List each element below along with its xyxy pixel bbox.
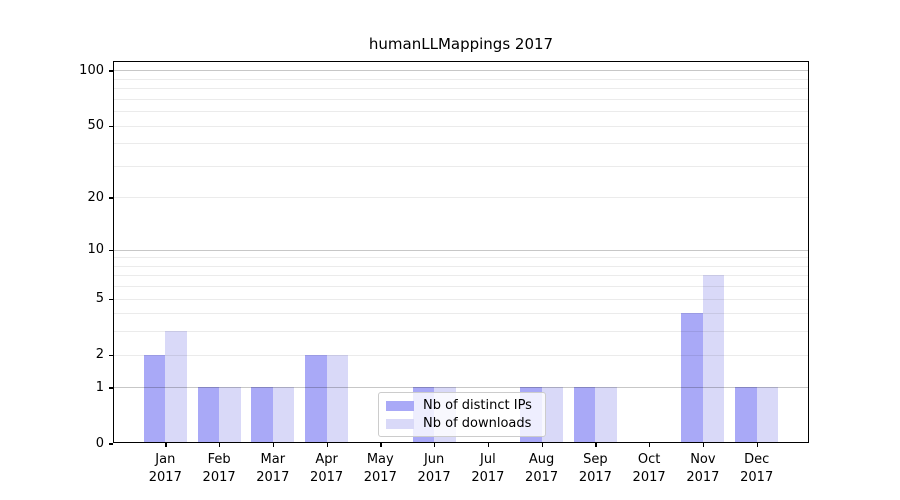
x-tick-mark <box>595 443 597 448</box>
y-tick-mark <box>109 443 113 445</box>
legend-swatch-distinct-ips <box>386 400 414 411</box>
gridline-minor <box>113 197 809 199</box>
gridline-minor <box>113 165 809 167</box>
x-tick-mark <box>380 443 382 448</box>
legend-label-downloads: Nb of downloads <box>423 416 532 431</box>
bar-nb-of-downloads-feb <box>219 387 241 444</box>
gridline-minor <box>113 275 809 277</box>
legend-label-distinct-ips: Nb of distinct IPs <box>423 398 532 413</box>
legend-item-downloads: Nb of downloads <box>386 416 538 431</box>
legend-item-distinct-ips: Nb of distinct IPs <box>386 398 538 413</box>
x-tick-label-sep: Sep 2017 <box>578 452 612 485</box>
bar-nb-of-downloads-aug <box>541 387 564 444</box>
x-tick-label-oct: Oct 2017 <box>632 452 666 485</box>
gridline-minor <box>113 78 809 80</box>
gridline-minor <box>113 265 809 267</box>
bar-nb-of-distinct-ips-jan <box>143 354 166 444</box>
gridline-minor <box>113 354 809 356</box>
bar-nb-of-downloads-jan <box>165 331 187 444</box>
gridline-minor <box>113 313 809 315</box>
x-tick-mark <box>272 443 275 448</box>
x-tick-label-jan: Jan 2017 <box>148 452 182 485</box>
bar-nb-of-downloads-mar <box>272 387 295 444</box>
y-tick-mark <box>109 197 113 199</box>
gridline-minor <box>113 125 809 127</box>
gridline-major <box>113 387 809 389</box>
x-tick-label-feb: Feb 2017 <box>202 452 236 485</box>
y-tick-mark <box>109 298 113 300</box>
y-tick-mark <box>109 125 113 127</box>
gridline-minor <box>113 286 809 288</box>
bar-nb-of-distinct-ips-dec <box>735 387 757 444</box>
gridline-minor <box>113 298 809 300</box>
y-tick-mark <box>109 387 113 389</box>
y-tick-mark <box>109 70 113 72</box>
y-tick-mark <box>109 354 113 356</box>
y-tick-label: 100 <box>79 62 104 78</box>
bar-nb-of-downloads-nov <box>702 275 725 444</box>
y-tick-label: 5 <box>95 291 104 306</box>
x-tick-label-jul: Jul 2017 <box>471 452 505 485</box>
gridline-minor <box>113 331 809 333</box>
gridline-major <box>113 249 809 251</box>
y-tick-label: 1 <box>95 379 104 395</box>
bar-nb-of-downloads-dec <box>756 387 779 444</box>
x-tick-mark <box>326 443 328 448</box>
x-tick-label-may: May 2017 <box>363 452 397 485</box>
bar-nb-of-distinct-ips-sep <box>573 387 596 444</box>
legend-swatch-downloads <box>386 418 414 429</box>
x-tick-mark <box>219 443 221 448</box>
legend: Nb of distinct IPs Nb of downloads <box>378 392 546 437</box>
gridline-minor <box>113 88 809 90</box>
y-tick-label: 20 <box>87 189 104 205</box>
y-tick-label: 2 <box>95 347 104 362</box>
gridline-minor <box>113 111 809 113</box>
bar-nb-of-downloads-sep <box>595 387 617 444</box>
bar-nb-of-downloads-apr <box>326 354 349 444</box>
x-tick-mark <box>649 443 651 448</box>
x-tick-mark <box>541 443 543 448</box>
x-tick-label-mar: Mar 2017 <box>256 452 290 485</box>
gridline-minor <box>113 143 809 145</box>
gridline-minor <box>113 257 809 259</box>
bar-nb-of-distinct-ips-mar <box>251 387 273 444</box>
x-tick-label-apr: Apr 2017 <box>310 452 344 485</box>
bar-nb-of-distinct-ips-nov <box>681 313 703 444</box>
y-tick-label: 0 <box>95 435 104 451</box>
gridline-major <box>113 70 809 72</box>
y-tick-label: 50 <box>87 118 104 134</box>
x-tick-mark <box>756 443 758 448</box>
x-tick-mark <box>434 443 436 448</box>
gridline-minor <box>113 98 809 100</box>
x-tick-mark <box>702 443 705 448</box>
chart-title: humanLLMappings 2017 <box>368 35 554 53</box>
bar-nb-of-distinct-ips-apr <box>305 354 327 444</box>
x-tick-label-nov: Nov 2017 <box>686 452 720 485</box>
x-tick-label-aug: Aug 2017 <box>525 452 559 485</box>
x-tick-mark <box>487 443 490 448</box>
y-tick-mark <box>109 249 113 251</box>
y-tick-label: 10 <box>87 242 104 257</box>
x-tick-mark <box>165 443 167 448</box>
x-tick-label-dec: Dec 2017 <box>740 452 774 485</box>
bar-nb-of-distinct-ips-feb <box>197 387 220 444</box>
x-tick-label-jun: Jun 2017 <box>417 452 451 485</box>
